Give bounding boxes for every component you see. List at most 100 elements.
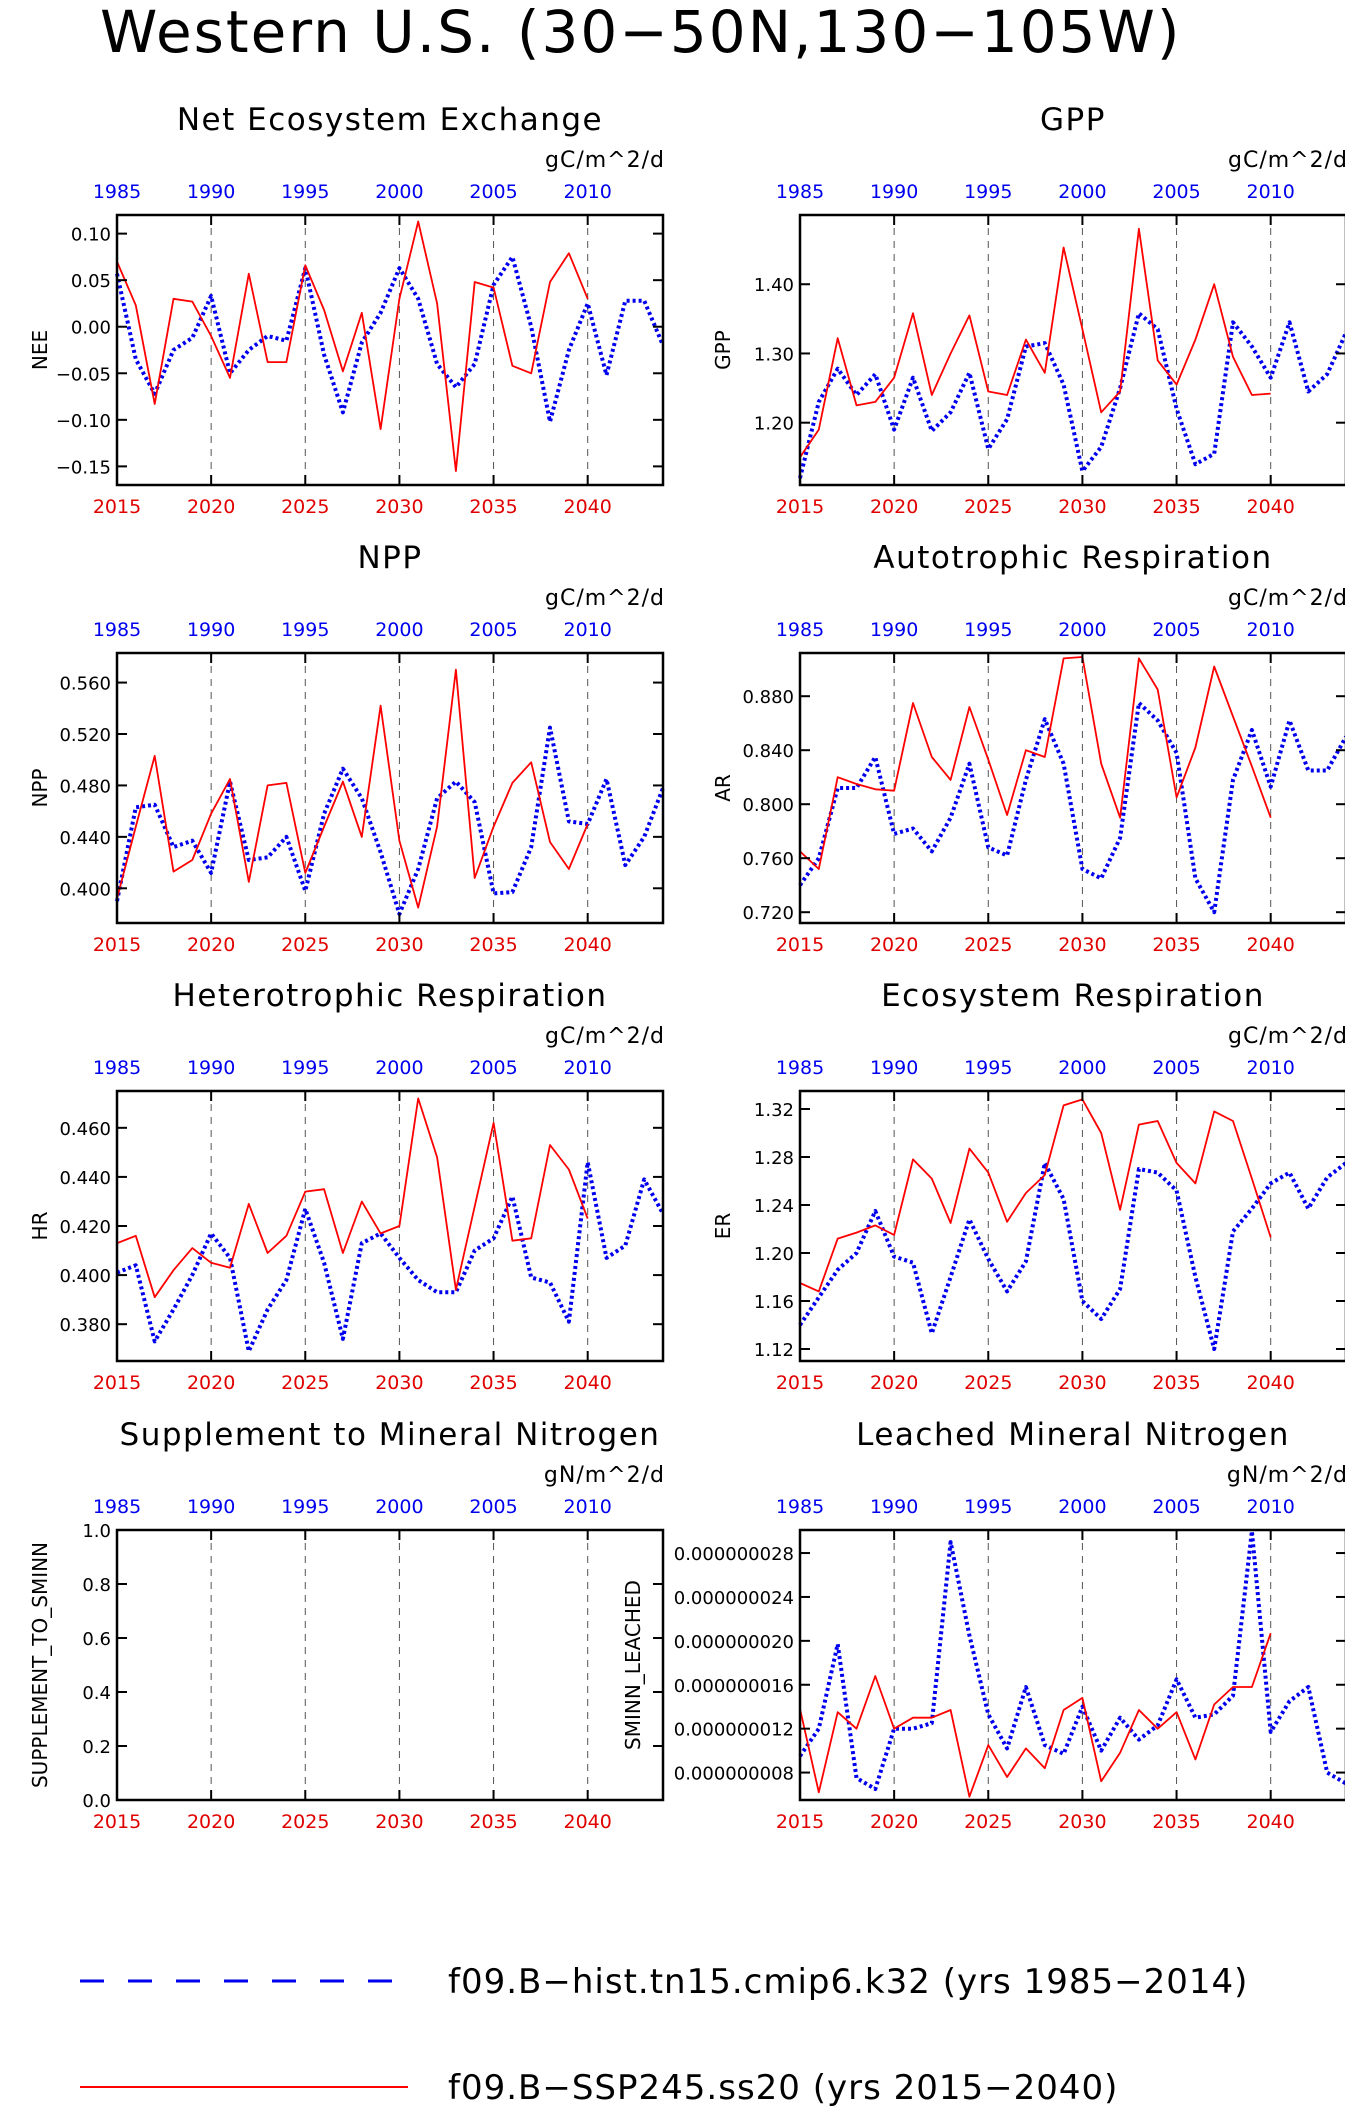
- x-tick-label-top: 1985: [776, 1496, 824, 1518]
- x-tick-label-bottom: 2015: [776, 1372, 824, 1394]
- panel-4: Autotrophic Respiration gC/m^2/d 0.880 0.84…: [711, 540, 1345, 956]
- y-tick-label: −0.15: [56, 457, 111, 478]
- x-tick-label-bottom: 2015: [93, 496, 141, 518]
- x-tick-label-bottom: 2040: [1247, 934, 1295, 956]
- x-tick-label-bottom: 2040: [1247, 1811, 1295, 1833]
- x-tick-label-top: 1990: [187, 181, 235, 203]
- x-tick-label-bottom: 2020: [187, 934, 235, 956]
- x-tick-label-top: 1985: [93, 181, 141, 203]
- x-tick-label-bottom: 2040: [1247, 1372, 1295, 1394]
- panels: Net Ecosystem Exchange gC/m^2/d 0.10 0.05 0.…: [28, 102, 1345, 1833]
- x-tick-label-top: 2010: [1247, 181, 1295, 203]
- panel-5: Heterotrophic Respiration gC/m^2/d 0.460 0.…: [28, 978, 665, 1394]
- y-tick-label: 0.560: [59, 674, 111, 695]
- series-hist-line: [798, 311, 1345, 479]
- x-tick-label-top: 1990: [187, 1057, 235, 1079]
- x-tick-label-bottom: 2015: [93, 1811, 141, 1833]
- x-tick-label-top: 1990: [870, 181, 918, 203]
- x-tick-label-top: 2005: [1152, 1057, 1200, 1079]
- panel-title: Supplement to Mineral Nitrogen: [120, 1417, 661, 1453]
- x-tick-label-top: 1985: [93, 619, 141, 641]
- x-tick-label-top: 2010: [1247, 1496, 1295, 1518]
- y-tick-label: 0.000000020: [674, 1632, 794, 1653]
- x-tick-label-top: 2005: [1152, 619, 1200, 641]
- y-axis-label: NEE: [28, 330, 52, 370]
- y-axis-label: GPP: [711, 330, 735, 370]
- x-tick-label-top: 1995: [281, 1057, 329, 1079]
- y-tick-label: 0.000000028: [674, 1544, 794, 1565]
- y-tick-label: 0.400: [59, 1266, 111, 1287]
- x-tick-label-bottom: 2030: [1058, 934, 1106, 956]
- x-tick-label-bottom: 2020: [870, 496, 918, 518]
- series-ssp-line: [116, 220, 589, 472]
- x-tick-label-top: 2010: [1247, 619, 1295, 641]
- y-tick-label: 0.000000008: [674, 1764, 794, 1785]
- x-tick-label-bottom: 2025: [281, 1811, 329, 1833]
- series-ssp-line: [799, 227, 1271, 458]
- series-ssp-line: [116, 1097, 589, 1299]
- plot-frame: [115, 651, 665, 925]
- x-tick-label-top: 2005: [469, 1057, 517, 1079]
- y-axis-label: NPP: [28, 768, 52, 807]
- y-tick-label: 0.380: [59, 1315, 111, 1336]
- x-tick-label-bottom: 2025: [281, 1372, 329, 1394]
- y-tick-label: 0.720: [742, 903, 794, 924]
- panel-6: Ecosystem Respiration gC/m^2/d 1.32 1.28 1.2…: [711, 978, 1345, 1394]
- x-tick-label-bottom: 2040: [564, 1811, 612, 1833]
- y-tick-label: 0.10: [71, 225, 111, 246]
- x-tick-label-top: 1990: [870, 619, 918, 641]
- series-hist-line: [798, 1161, 1345, 1351]
- units-label: gC/m^2/d: [545, 148, 665, 173]
- x-tick-label-top: 1990: [870, 1057, 918, 1079]
- y-tick-label: 0.000000016: [674, 1676, 794, 1697]
- y-tick-label: 0.840: [742, 741, 794, 762]
- legend-ssp-label: f09.B−SSP245.ss20 (yrs 2015−2040): [448, 2068, 1118, 2108]
- series-hist-line: [798, 701, 1345, 915]
- x-tick-label-top: 2010: [1247, 1057, 1295, 1079]
- y-tick-label: −0.05: [56, 364, 111, 385]
- x-tick-label-bottom: 2030: [375, 496, 423, 518]
- y-tick-label: 0.400: [59, 879, 111, 900]
- series-ssp-line: [799, 656, 1272, 870]
- plot-frame: [798, 213, 1345, 487]
- y-tick-label: 1.12: [754, 1340, 794, 1361]
- x-tick-label-top: 1985: [776, 181, 824, 203]
- y-tick-label: 0.420: [59, 1217, 111, 1238]
- x-tick-label-bottom: 2035: [1152, 934, 1200, 956]
- panel-title: Autotrophic Respiration: [873, 540, 1272, 576]
- x-tick-label-bottom: 2025: [964, 496, 1012, 518]
- series-ssp-line: [116, 668, 589, 909]
- y-tick-label: 0.0: [82, 1791, 111, 1812]
- x-tick-label-top: 2005: [469, 619, 517, 641]
- x-tick-label-top: 2000: [1058, 181, 1106, 203]
- x-tick-label-top: 2005: [469, 1496, 517, 1518]
- y-tick-label: 0.000000024: [674, 1588, 794, 1609]
- x-tick-label-bottom: 2015: [776, 934, 824, 956]
- panel-2: GPP gC/m^2/d 1.40 1.30 1.20 2015 2020 2025 2030 2…: [711, 102, 1345, 518]
- x-tick-label-top: 2000: [1058, 1496, 1106, 1518]
- plot-frame: [798, 1089, 1345, 1363]
- x-tick-label-top: 1990: [187, 619, 235, 641]
- panel-title: Heterotrophic Respiration: [173, 978, 608, 1014]
- x-tick-label-bottom: 2025: [964, 934, 1012, 956]
- x-tick-label-top: 2010: [564, 1057, 612, 1079]
- x-tick-label-top: 1995: [964, 1057, 1012, 1079]
- x-tick-label-bottom: 2020: [870, 1811, 918, 1833]
- y-tick-label: 1.28: [754, 1148, 794, 1169]
- panel-3: NPP gC/m^2/d 0.560 0.520 0.480 0.440 0.400 2015…: [28, 540, 665, 956]
- x-tick-label-top: 2000: [375, 1496, 423, 1518]
- panel-title: Leached Mineral Nitrogen: [856, 1417, 1290, 1453]
- plot-frame: [798, 651, 1345, 925]
- panel-title: NPP: [357, 540, 422, 576]
- y-tick-label: 0.00: [71, 318, 111, 339]
- figure-title: Western U.S. (30−50N,130−105W): [100, 0, 1182, 66]
- panel-title: Ecosystem Respiration: [881, 978, 1265, 1014]
- x-tick-label-bottom: 2025: [281, 934, 329, 956]
- y-tick-label: 1.30: [754, 344, 794, 365]
- panel-1: Net Ecosystem Exchange gC/m^2/d 0.10 0.05 0.…: [28, 102, 665, 518]
- x-tick-label-top: 2005: [1152, 1496, 1200, 1518]
- plot-frame: [115, 1528, 665, 1802]
- units-label: gC/m^2/d: [545, 1024, 665, 1049]
- x-tick-label-bottom: 2040: [564, 934, 612, 956]
- y-tick-label: 0.6: [82, 1629, 111, 1650]
